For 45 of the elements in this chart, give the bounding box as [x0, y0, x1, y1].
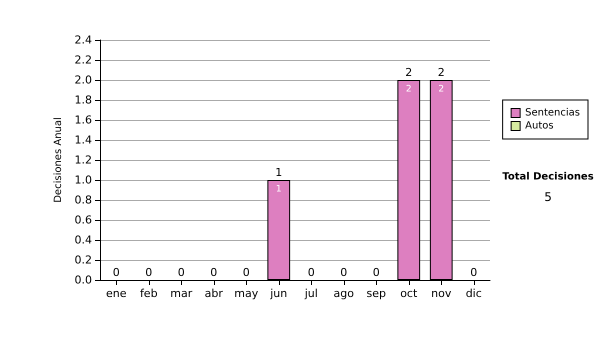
y-tick-label: 1.2: [74, 154, 92, 166]
total-label: 2: [438, 66, 445, 79]
y-tick-label: 2.0: [74, 74, 92, 86]
data-label: 1: [276, 184, 282, 194]
y-tick-label: 0.4: [74, 234, 92, 246]
x-tick-label: oct: [400, 287, 418, 300]
y-tick-label: 1.4: [74, 134, 92, 146]
total-label: 0: [178, 266, 185, 279]
total-label: 0: [210, 266, 218, 279]
x-tick-label: abr: [204, 287, 224, 300]
y-tick-label: 0.6: [74, 214, 92, 226]
legend-label: Autos: [525, 120, 554, 132]
x-tick-label: feb: [140, 287, 158, 300]
legend-label: Sentencias: [525, 108, 580, 118]
total-label: 2: [405, 66, 412, 79]
x-tick-label: jun: [269, 287, 288, 300]
y-tick-label: 0.2: [74, 254, 92, 266]
x-tick-label: sep: [366, 287, 386, 300]
x-tick-label: dic: [466, 287, 482, 300]
total-label: 0: [470, 266, 478, 279]
y-tick-label: 1.0: [74, 174, 92, 186]
total-label: 0: [242, 266, 250, 279]
y-tick-label: 0.0: [74, 274, 92, 286]
y-axis-title: Decisiones Anual: [53, 117, 64, 203]
total-label: 1: [275, 166, 282, 179]
total-label: 0: [112, 266, 120, 279]
y-tick-label: 1.8: [74, 94, 92, 106]
y-tick-label: 1.6: [74, 114, 92, 126]
x-tick-label: may: [234, 287, 259, 300]
text: 5: [544, 190, 552, 204]
x-tick-label: ago: [334, 287, 354, 300]
y-tick-label: 0.8: [74, 194, 92, 206]
data-label: 2: [438, 84, 444, 94]
x-tick-label: jul: [304, 287, 318, 300]
text: Total Decisiones: [502, 172, 594, 182]
y-tick-label: 2.4: [74, 34, 92, 46]
x-tick-label: ene: [106, 287, 127, 300]
y-tick-label: 2.2: [74, 54, 92, 66]
total-label: 0: [340, 266, 348, 279]
total-label: 0: [145, 266, 152, 279]
total-label: 0: [372, 266, 380, 279]
x-tick-label: mar: [170, 287, 193, 300]
total-label: 0: [308, 266, 315, 279]
x-tick-label: nov: [431, 287, 452, 300]
data-label: 2: [406, 84, 412, 94]
